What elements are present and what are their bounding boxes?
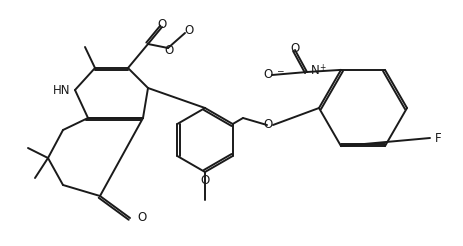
Text: N: N	[310, 64, 319, 77]
Text: HN: HN	[52, 83, 70, 96]
Text: O: O	[157, 18, 166, 31]
Text: O: O	[263, 119, 272, 132]
Text: O: O	[137, 212, 146, 225]
Text: −: −	[275, 66, 283, 76]
Text: O: O	[200, 174, 209, 187]
Text: O: O	[263, 68, 272, 81]
Text: O: O	[164, 45, 173, 58]
Text: F: F	[434, 132, 441, 144]
Text: O: O	[290, 43, 299, 56]
Text: +: +	[319, 62, 325, 72]
Text: O: O	[184, 24, 193, 36]
